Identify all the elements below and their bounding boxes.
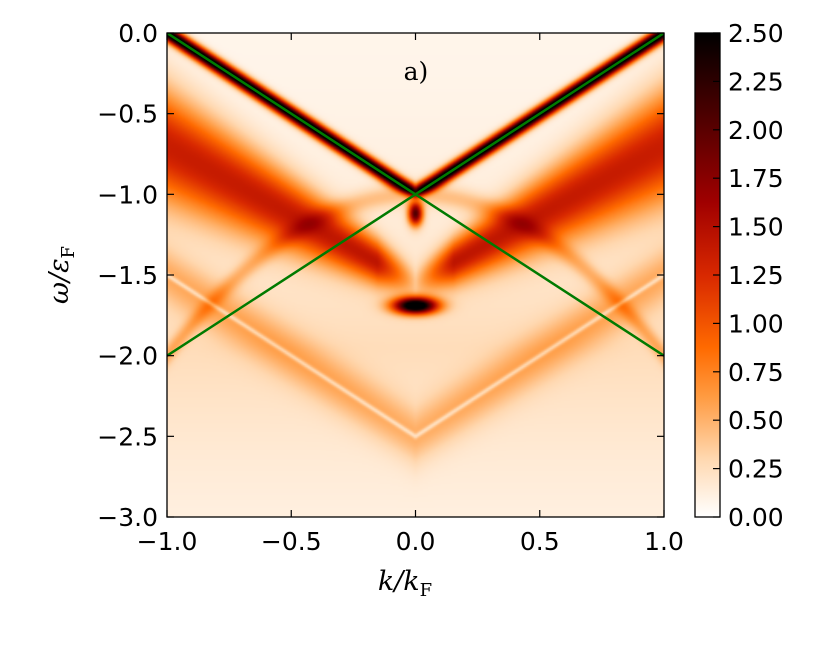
colorbar-tick-label: 1.00 [728, 309, 784, 338]
colorbar-tick-label: 0.00 [728, 503, 784, 532]
colorbar-tick-label: 0.75 [728, 358, 784, 387]
heatmap-plot: −1.0 −0.5 0.0 0.5 1.0 0.0 −0.5 −1.0 −1.5 −2.0 −2.… [97, 19, 684, 556]
y-tick-label: −2.0 [97, 342, 158, 371]
x-axis-label-main: k/k [378, 566, 420, 597]
svg-text:ω/εF: ω/εF [44, 246, 79, 304]
colorbar-tick-label: 2.50 [728, 19, 784, 48]
colorbar-tick-label: 2.25 [728, 67, 784, 96]
colorbar-tick-label: 0.50 [728, 406, 784, 435]
x-tick-label: −1.0 [137, 527, 198, 556]
y-tick-label: 0.0 [118, 19, 158, 48]
x-tick-label: 0.0 [396, 527, 436, 556]
x-axis-label: k/kF [378, 566, 432, 601]
green-dispersion-lines [167, 33, 664, 357]
x-axis-ticks: −1.0 −0.5 0.0 0.5 1.0 [137, 33, 684, 556]
y-tick-label: −2.5 [97, 422, 158, 451]
colorbar-tick-label: 0.25 [728, 455, 784, 484]
colorbar-tick-label: 2.00 [728, 116, 784, 145]
y-tick-label: −3.0 [97, 503, 158, 532]
y-tick-label: −1.0 [97, 180, 158, 209]
y-axis-ticks: 0.0 −0.5 −1.0 −1.5 −2.0 −2.5 −3.0 [97, 19, 664, 532]
colorbar: 0.00 0.25 0.50 0.75 1.00 1.25 1.50 1.75 2.00 2.25… [694, 19, 784, 532]
colorbar-ticks: 0.00 0.25 0.50 0.75 1.00 1.25 1.50 1.75 2.00 2.25… [713, 19, 784, 532]
colorbar-tick-label: 1.50 [728, 213, 784, 242]
panel-annotation: a) [404, 57, 429, 86]
x-tick-label: −0.5 [261, 527, 322, 556]
y-axis-label-main: ω/ε [44, 258, 75, 304]
y-tick-label: −0.5 [97, 100, 158, 129]
y-axis-label: ω/εF [44, 246, 79, 304]
colorbar-tick-label: 1.25 [728, 261, 784, 290]
y-tick-label: −1.5 [97, 261, 158, 290]
x-axis-label-sub: F [420, 580, 433, 601]
y-axis-label-sub: F [58, 246, 79, 259]
dispersion-line-2 [167, 33, 664, 357]
x-tick-label: 1.0 [644, 527, 684, 556]
colorbar-tick-label: 1.75 [728, 164, 784, 193]
x-tick-label: 0.5 [520, 527, 560, 556]
heatmap-image [167, 33, 664, 517]
svg-text:k/kF: k/kF [378, 566, 432, 601]
